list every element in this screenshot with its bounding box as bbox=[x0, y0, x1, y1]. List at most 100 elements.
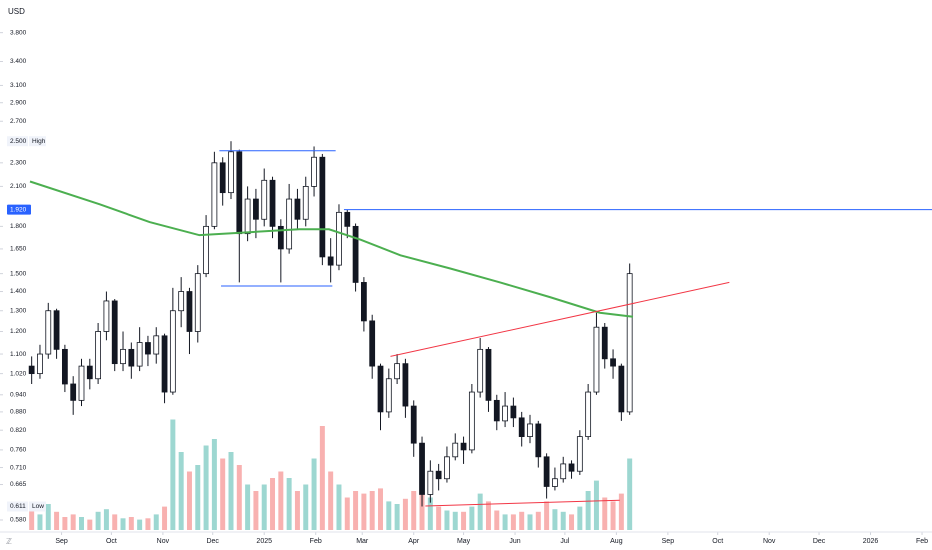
y-tick-label: 2.300 bbox=[10, 160, 27, 167]
candle-body bbox=[527, 423, 533, 438]
volume-bar bbox=[220, 458, 226, 530]
volume-bar bbox=[386, 501, 392, 530]
volume-bar bbox=[336, 484, 342, 530]
volume-bar bbox=[95, 511, 101, 530]
volume-bar bbox=[236, 465, 242, 530]
candle-body bbox=[28, 365, 35, 375]
logo-mark: ℤ bbox=[6, 537, 12, 546]
x-tick-label: Nov bbox=[763, 538, 776, 545]
volume-bar bbox=[452, 511, 458, 530]
volume-bar bbox=[560, 511, 566, 530]
x-tick-label: Mar bbox=[356, 538, 369, 545]
volume-bar bbox=[211, 439, 217, 530]
candle-body bbox=[169, 310, 176, 393]
x-tick-label: May bbox=[457, 538, 471, 545]
candle-body bbox=[601, 326, 608, 360]
volume-bar bbox=[485, 501, 491, 530]
candle-body bbox=[228, 151, 234, 194]
high-text-box bbox=[29, 136, 46, 147]
low-text: Low bbox=[32, 503, 44, 510]
price-label-box bbox=[7, 204, 31, 215]
candle-body bbox=[186, 291, 193, 332]
y-tick-label: 0.820 bbox=[10, 427, 27, 434]
x-tick-label: Oct bbox=[106, 538, 117, 545]
x-tick-label: Nov bbox=[157, 538, 170, 545]
y-tick-label: 2.700 bbox=[10, 118, 27, 125]
volume-bar bbox=[228, 452, 234, 530]
volume-bar bbox=[303, 484, 309, 530]
candle-body bbox=[385, 378, 392, 413]
volume-bar bbox=[577, 506, 583, 530]
logo: ℤ bbox=[6, 537, 12, 546]
volume-bar bbox=[286, 478, 292, 530]
x-tick-label: Jul bbox=[560, 538, 569, 545]
candle-body bbox=[53, 310, 60, 350]
y-tick-label: 0.760 bbox=[10, 447, 27, 454]
y-tick-label: 1.300 bbox=[10, 307, 27, 314]
volume-bar bbox=[203, 445, 209, 530]
candle-body bbox=[261, 179, 268, 220]
volume-bar bbox=[311, 458, 317, 530]
volume-bar bbox=[186, 471, 192, 530]
volume-bar bbox=[178, 452, 184, 530]
axis-layer: Sep Oct Nov Dec 2025 Feb Mar Apr May Jun Jul Aug Sep… bbox=[0, 29, 928, 545]
candle-body bbox=[45, 310, 52, 355]
candle-body bbox=[560, 463, 567, 480]
candle-body bbox=[277, 225, 284, 250]
candle-body bbox=[311, 156, 317, 187]
volume-bar bbox=[37, 514, 43, 530]
candle-body bbox=[352, 225, 359, 283]
x-tick-label: 2026 bbox=[863, 538, 879, 545]
x-tick-label: Sep bbox=[55, 538, 68, 545]
volume-bar bbox=[145, 518, 151, 530]
candle-body bbox=[402, 363, 409, 407]
x-tick-label: Apr bbox=[408, 538, 420, 545]
volume-bar bbox=[195, 465, 201, 530]
candle-body bbox=[95, 331, 101, 380]
x-tick-label: Jun bbox=[509, 538, 520, 545]
y-tick-label: 3.100 bbox=[10, 82, 27, 89]
y-tick-label: 3.400 bbox=[10, 58, 27, 65]
volume-bar bbox=[294, 491, 300, 530]
candle-body bbox=[319, 156, 326, 258]
candle-body bbox=[145, 342, 151, 355]
volume-bar bbox=[618, 493, 624, 530]
candle-body bbox=[327, 256, 334, 266]
candle-body bbox=[394, 363, 401, 380]
volume-bar bbox=[394, 504, 400, 530]
volume-bar bbox=[153, 514, 159, 530]
volume-bar bbox=[477, 493, 483, 530]
candle-body bbox=[585, 391, 592, 438]
volume-bar bbox=[552, 509, 558, 530]
volume-bar bbox=[569, 514, 575, 530]
x-tick-label: Dec bbox=[813, 538, 826, 545]
volume-bar bbox=[137, 519, 143, 530]
candle-body bbox=[518, 417, 525, 438]
candle-body bbox=[161, 335, 168, 393]
candle-body bbox=[427, 470, 434, 495]
x-tick-label: Aug bbox=[610, 538, 623, 545]
volume-bar bbox=[361, 493, 367, 530]
volume-bar bbox=[369, 491, 375, 530]
candle-body bbox=[543, 456, 550, 487]
volume-bar bbox=[79, 517, 84, 530]
candle-body bbox=[286, 198, 293, 250]
volume-bar bbox=[593, 480, 599, 530]
volume-bar bbox=[29, 510, 35, 530]
volume-bar bbox=[278, 471, 284, 530]
x-tick-label: Oct bbox=[712, 538, 723, 545]
candle-body bbox=[103, 300, 110, 332]
candle-body bbox=[485, 348, 492, 401]
volume-bar bbox=[494, 510, 500, 530]
volume-bar bbox=[319, 426, 325, 530]
volume-bar bbox=[87, 519, 93, 530]
low-label-box bbox=[7, 501, 28, 512]
volume-bar bbox=[461, 511, 467, 530]
moving-average-line bbox=[29, 180, 634, 318]
x-tick-label: Sep bbox=[662, 538, 675, 545]
candle-body bbox=[111, 300, 118, 365]
candle-body bbox=[78, 365, 85, 401]
candle-body bbox=[468, 391, 475, 451]
high-value-label: 2.500 bbox=[10, 138, 27, 145]
